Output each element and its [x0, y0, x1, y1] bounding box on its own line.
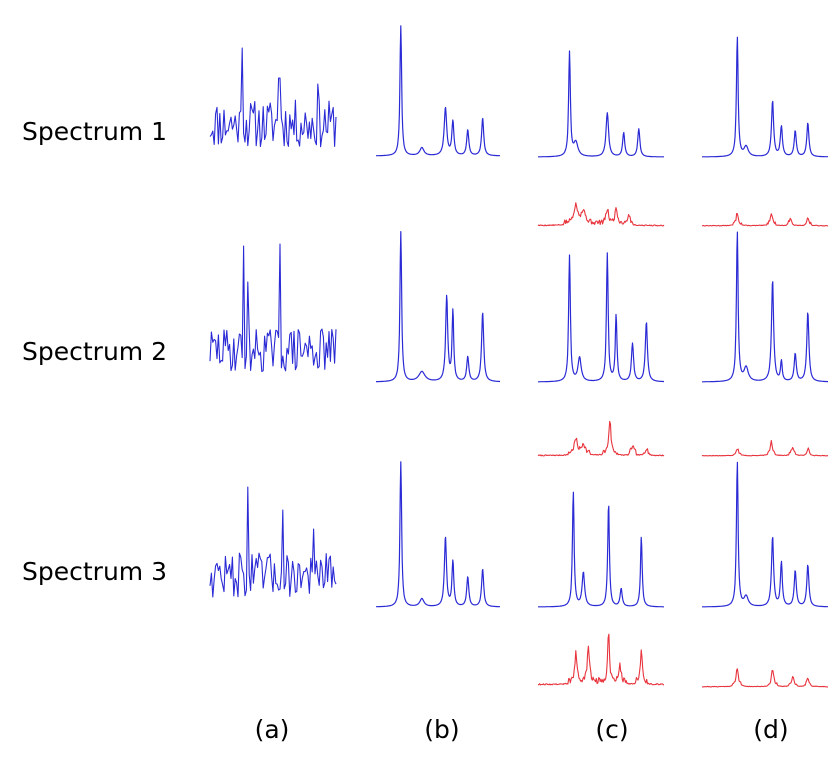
residual-spectrum-c3: [537, 633, 665, 686]
column-label-a: (a): [254, 715, 290, 744]
residual-spectra: [537, 202, 829, 688]
noisy-spectrum-1: [209, 47, 337, 148]
clean-spectra-column: [375, 25, 829, 608]
residual-spectrum-d3: [701, 668, 828, 688]
row-label-spectrum-3: Spectrum 3: [22, 557, 167, 586]
column-label-b: (b): [424, 715, 460, 744]
noisy-spectrum-2: [209, 243, 337, 373]
column-label-d: (d): [753, 715, 789, 744]
clean-spectrum-d1: [701, 36, 829, 158]
noisy-spectra-column: [209, 47, 337, 598]
noisy-spectrum-3: [209, 486, 337, 598]
clean-spectrum-d3: [701, 461, 829, 608]
residual-spectrum-c2: [537, 420, 665, 457]
clean-spectrum-b1: [375, 25, 501, 157]
clean-spectrum-d2: [701, 231, 829, 383]
row-label-spectrum-2: Spectrum 2: [22, 337, 167, 366]
residual-spectrum-d1: [701, 213, 829, 227]
clean-spectrum-b3: [375, 461, 501, 608]
residual-spectrum-d2: [701, 439, 829, 457]
row-label-spectrum-1: Spectrum 1: [22, 117, 167, 146]
clean-spectrum-c2: [537, 252, 665, 383]
clean-spectrum-c1: [537, 50, 665, 158]
residual-spectrum-c1: [537, 202, 665, 227]
clean-spectrum-c3: [537, 491, 665, 608]
column-label-c: (c): [595, 715, 629, 744]
clean-spectrum-b2: [375, 231, 501, 383]
